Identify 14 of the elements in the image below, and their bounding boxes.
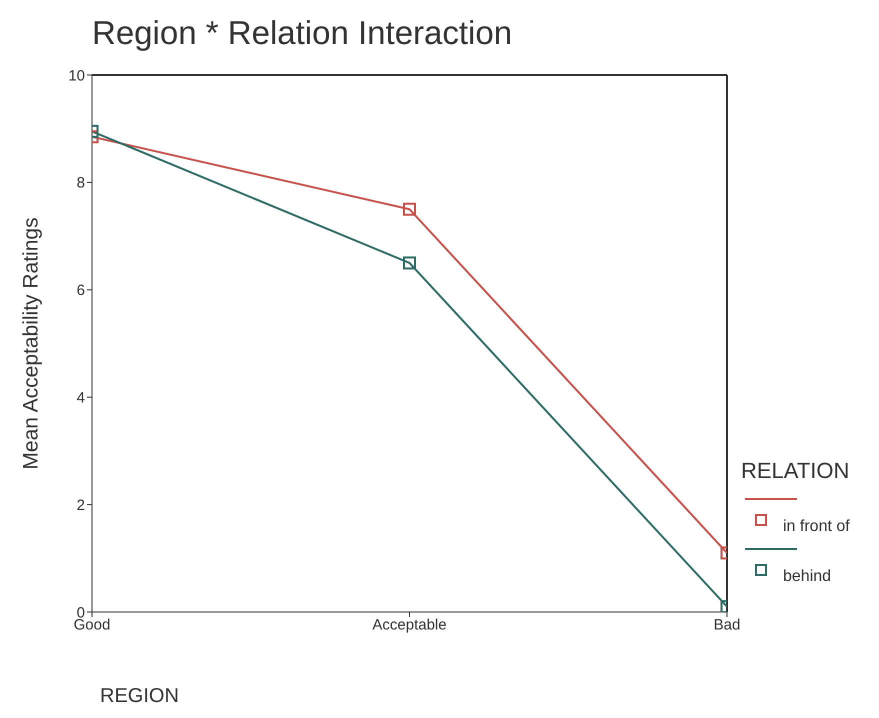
x-axis-title: REGION — [100, 685, 179, 707]
legend-title: RELATION — [741, 458, 850, 484]
legend-label: in front of — [783, 518, 850, 536]
y-tick-label: 2 — [76, 496, 85, 514]
y-tick-label: 6 — [76, 282, 85, 300]
y-tick-label: 10 — [68, 67, 85, 84]
legend-label: behind — [783, 568, 832, 586]
y-axis-title: Mean Acceptability Ratings — [19, 217, 42, 470]
y-tick-label: 4 — [76, 390, 85, 407]
x-tick-label: Acceptable — [372, 616, 447, 634]
x-tick-label: Good — [74, 616, 110, 634]
y-tick-label: 8 — [76, 174, 85, 192]
chart-title: Region * Relation Interaction — [92, 14, 512, 52]
x-tick-label: Bad — [714, 616, 740, 634]
